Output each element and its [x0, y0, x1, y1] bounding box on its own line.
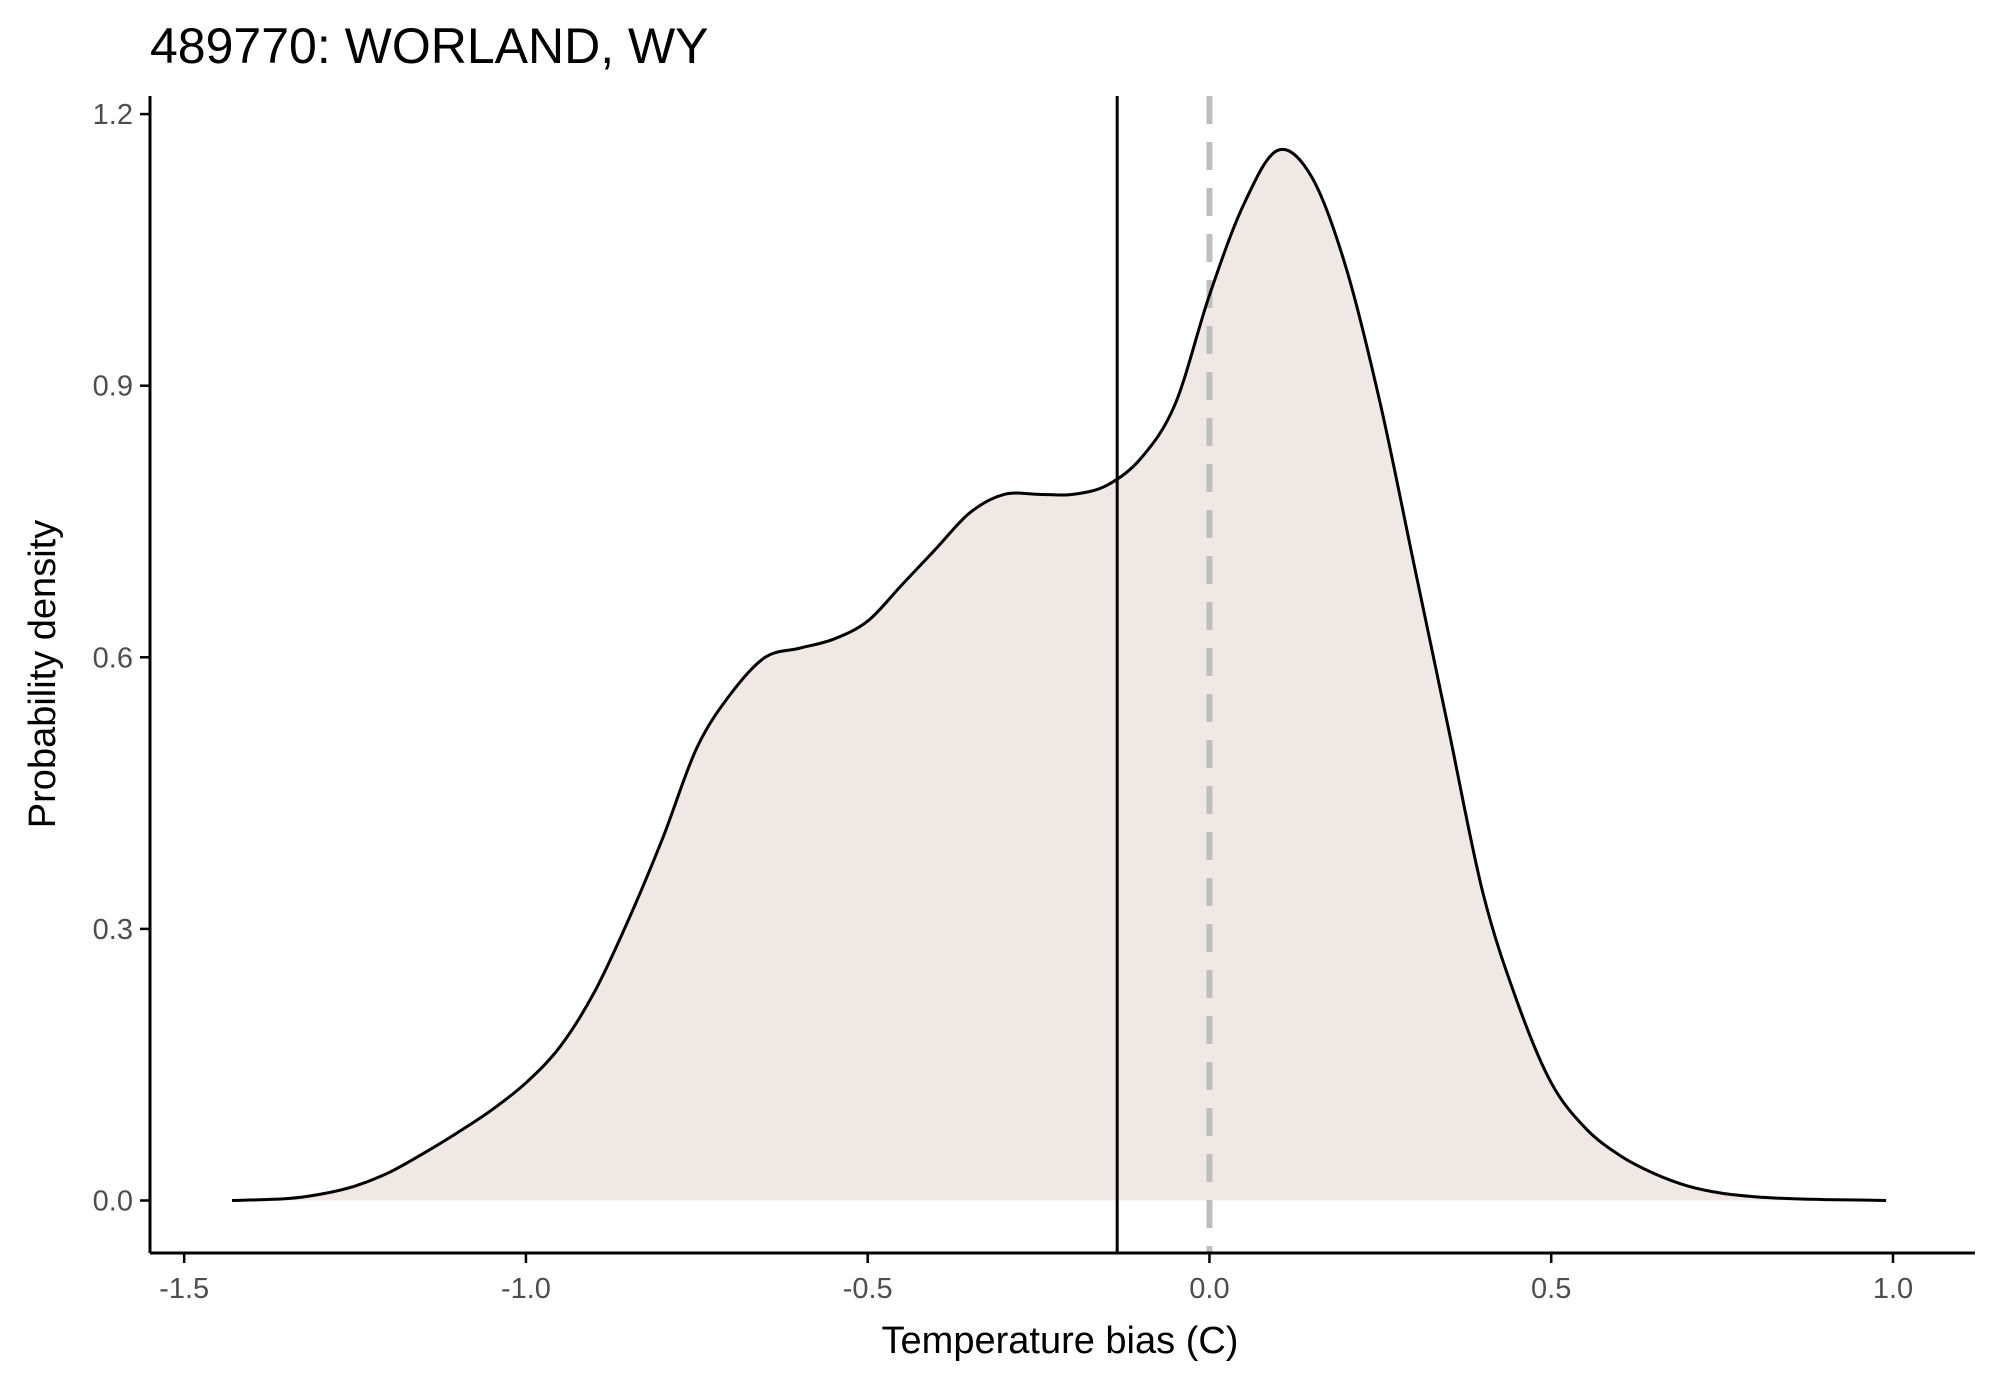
- x-axis-title: Temperature bias (C): [882, 1320, 1239, 1362]
- y-tick-label: 0.3: [93, 914, 133, 946]
- x-tick-label: -1.0: [501, 1273, 551, 1305]
- x-tick-label: -0.5: [843, 1273, 893, 1305]
- y-axis-title: Probability density: [22, 520, 64, 828]
- plot-area: [231, 96, 1887, 1253]
- chart-title: 489770: WORLAND, WY: [150, 18, 709, 74]
- x-tick-label: -1.5: [159, 1273, 209, 1305]
- y-tick-label: 0.0: [93, 1185, 133, 1217]
- x-tick-label: 0.5: [1531, 1273, 1571, 1305]
- y-tick-label: 0.9: [93, 371, 133, 403]
- y-tick-label: 1.2: [93, 99, 133, 131]
- density-curve: [231, 147, 1887, 1202]
- axes: -1.5 -1.0 -0.5 0.0 0.5 1.0 0.0 0.3 0.6 0.9 1.2: [93, 96, 1975, 1305]
- x-tick-label: 0.0: [1189, 1273, 1229, 1305]
- y-tick-label: 0.6: [93, 642, 133, 674]
- density-area: [232, 149, 1887, 1201]
- x-tick-label: 1.0: [1873, 1273, 1913, 1305]
